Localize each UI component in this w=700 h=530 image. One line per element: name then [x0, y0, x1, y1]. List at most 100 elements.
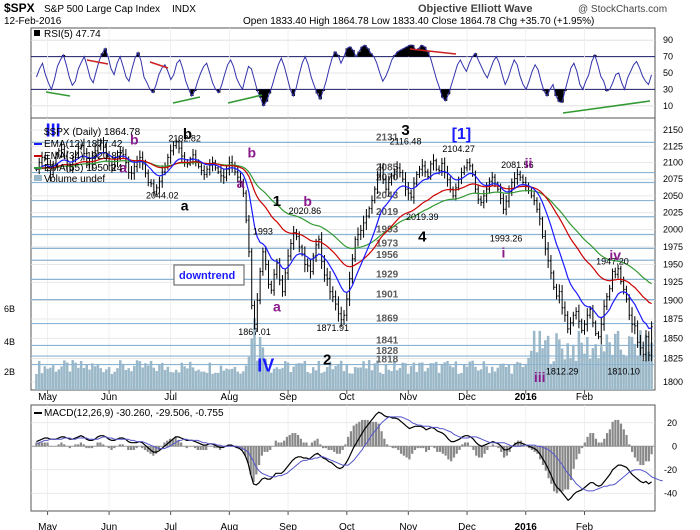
macd-histogram-bar [647, 446, 650, 462]
volume-bar [560, 348, 564, 390]
volume-bar [362, 361, 365, 390]
macd-histogram-bar [177, 440, 180, 447]
macd-histogram-bar [466, 442, 469, 447]
rsi-oversold-fill [258, 89, 263, 98]
date-tick-label: Jul [164, 522, 177, 530]
date-axis-bottom: May Jun Jul Aug Sep Oct Nov Dec 2016 Feb [38, 511, 594, 530]
volume-bar [35, 374, 38, 390]
macd-histogram-bar [536, 446, 539, 454]
volume-bar [200, 371, 203, 390]
volume-bar [146, 365, 150, 390]
macd-histogram-bar [338, 446, 341, 454]
wave-label: 4 [418, 228, 427, 245]
volume-bar [275, 367, 279, 390]
stockcharts-credit: @ StockCharts.com [578, 4, 667, 15]
volume-bar [158, 364, 161, 390]
macd-histogram-bar [597, 442, 600, 447]
volume-bar [496, 367, 500, 390]
volume-bar [208, 362, 212, 390]
volume-bar [270, 372, 273, 390]
volume-bar [130, 371, 133, 390]
rsi-legend: RSI(5) 47.74 [44, 29, 101, 40]
volume-bar [337, 363, 340, 390]
volume-bar [166, 366, 170, 390]
macd-histogram-bar [633, 446, 637, 458]
macd-histogram-bar [299, 438, 302, 447]
macd-tick-label: 0 [672, 441, 677, 451]
volume-bar [504, 366, 508, 390]
volume-bar [605, 334, 609, 390]
volume-bar [443, 362, 446, 390]
rsi-tick-label: 10 [663, 101, 673, 111]
macd-histogram-bar [280, 442, 283, 447]
volume-bar [650, 342, 653, 390]
macd-histogram-bar [135, 446, 138, 449]
macd-histogram-bar [516, 440, 520, 447]
macd-histogram-bar [85, 446, 88, 449]
macd-histogram-bar [425, 446, 428, 452]
macd-histogram-bar [310, 442, 314, 447]
date-tick-label: Aug [220, 522, 238, 530]
volume-bar [518, 362, 522, 390]
macd-histogram-bar [463, 442, 467, 447]
volume-bar [331, 369, 335, 390]
macd-histogram-bar [263, 446, 266, 452]
volume-tick-label: 4B [4, 337, 15, 347]
volume-bar [194, 370, 198, 390]
macd-histogram-bar [349, 431, 353, 447]
volume-bar [625, 356, 628, 390]
volume-bar [311, 367, 315, 390]
macd-histogram-bar [168, 438, 172, 447]
macd-panel: -40 -20 0 20 MACD(12,26,9) -30.260, -29.506… [30, 404, 677, 512]
ohlc-readout: Open 1833.40 High 1864.78 Low 1833.40 Cl… [243, 16, 594, 27]
macd-histogram-bar [477, 446, 481, 458]
macd-histogram-bar [319, 444, 322, 447]
macd-histogram-bar [500, 446, 503, 452]
macd-histogram-bar [99, 442, 102, 447]
rsi-divergence-line [172, 96, 201, 104]
wave-label: a [181, 198, 189, 214]
rsi-overbought-fill [351, 50, 355, 57]
date-tick-label: Dec [458, 392, 476, 403]
macd-histogram-bar [344, 444, 347, 447]
volume-bar [320, 372, 323, 390]
exchange-label: INDX [172, 4, 196, 15]
volume-bar [314, 370, 318, 390]
macd-tick-label: -40 [664, 488, 677, 498]
macd-histogram-bar [107, 446, 110, 449]
macd-histogram-bar [257, 446, 261, 466]
fib-level-label: 1869 [376, 314, 399, 325]
macd-histogram-bar [617, 419, 620, 447]
volume-bar [43, 366, 47, 390]
volume-bar [88, 369, 91, 390]
volume-bar [446, 360, 449, 390]
macd-histogram-bar [619, 423, 623, 447]
volume-bar [524, 365, 528, 390]
macd-histogram-bar [386, 444, 389, 447]
macd-histogram-bar [288, 434, 291, 447]
macd-histogram-bar [327, 446, 330, 451]
volume-bar [471, 360, 474, 390]
macd-histogram-bar [583, 442, 586, 447]
price-annotation: 2132.82 [168, 134, 201, 144]
macd-histogram-bar [578, 446, 581, 454]
volume-bar [96, 364, 100, 390]
volume-bar [135, 360, 139, 390]
price-annotation: 1993 [253, 227, 273, 237]
macd-histogram-bar [202, 446, 205, 451]
ema34-legend: EMA(34) 1920.87 [44, 151, 123, 162]
volume-bar [54, 371, 58, 390]
volume-bar [418, 362, 421, 390]
macd-histogram-bar [564, 446, 567, 490]
rsi-tick-label: 30 [663, 84, 673, 94]
volume-bar [121, 363, 125, 390]
wave-label: [1] [452, 126, 472, 143]
macd-histogram-bar [358, 421, 361, 447]
wave-label: a [119, 160, 127, 176]
rsi-overbought-fill [360, 46, 364, 57]
rsi-overbought-fill [366, 48, 370, 57]
rsi-oversold-fill [315, 89, 319, 94]
volume-bar [264, 358, 267, 390]
macd-histogram-bar [605, 433, 609, 447]
macd-histogram-bar [40, 442, 44, 447]
